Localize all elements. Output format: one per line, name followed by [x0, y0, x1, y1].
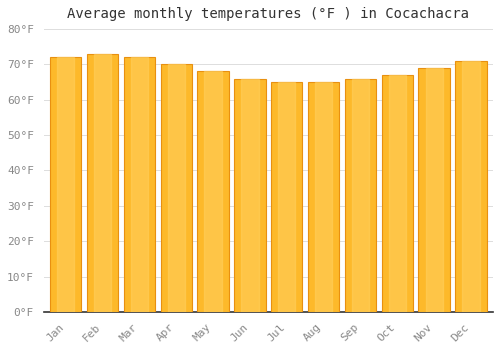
- Bar: [418, 68, 450, 312]
- Bar: [87, 54, 118, 312]
- Bar: [345, 78, 376, 312]
- Bar: [426, 68, 442, 312]
- Bar: [168, 64, 185, 312]
- Bar: [388, 75, 406, 312]
- Bar: [462, 61, 479, 312]
- Bar: [308, 82, 340, 312]
- Bar: [198, 71, 229, 312]
- Title: Average monthly temperatures (°F ) in Cocachacra: Average monthly temperatures (°F ) in Co…: [68, 7, 469, 21]
- Bar: [160, 64, 192, 312]
- Bar: [94, 54, 111, 312]
- Bar: [315, 82, 332, 312]
- Bar: [234, 78, 266, 312]
- Bar: [131, 57, 148, 312]
- Bar: [382, 75, 413, 312]
- Bar: [124, 57, 155, 312]
- Bar: [204, 71, 222, 312]
- Bar: [352, 78, 369, 312]
- Bar: [278, 82, 295, 312]
- Bar: [242, 78, 258, 312]
- Bar: [50, 57, 82, 312]
- Bar: [57, 57, 74, 312]
- Bar: [456, 61, 486, 312]
- Bar: [271, 82, 302, 312]
